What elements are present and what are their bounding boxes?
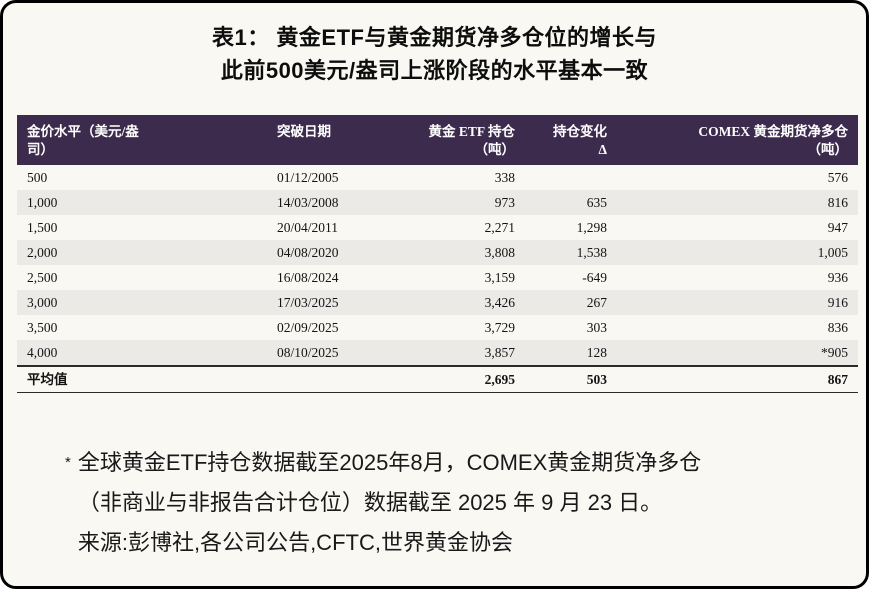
table-header-row: 金价水平（美元/盎 司） 突破日期 黄金 ETF 持仓 （吨） 持仓变化 Δ C… bbox=[17, 115, 858, 165]
cell-price-level: 2,000 bbox=[27, 245, 58, 260]
col-header-price-level-line1: 金价水平（美元/盎 bbox=[27, 124, 139, 139]
col-header-comex-net-long-line2: （吨） bbox=[807, 142, 849, 157]
col-header-delta: 持仓变化 Δ bbox=[525, 115, 617, 165]
cell-price-level: 4,000 bbox=[27, 345, 58, 360]
cell-average-delta: 503 bbox=[525, 365, 617, 393]
cell-etf-holdings: 3,857 bbox=[484, 345, 515, 360]
cell-comex-net-long: 816 bbox=[827, 195, 848, 210]
cell-etf-holdings: 2,271 bbox=[484, 220, 515, 235]
cell-price-level: 2,500 bbox=[27, 270, 58, 285]
cell-breakout-date: 20/04/2011 bbox=[277, 220, 339, 235]
cell-comex-net-long: 1,005 bbox=[817, 245, 848, 260]
table-row: 2,500 16/08/2024 3,159 -649 936 bbox=[17, 265, 858, 290]
cell-price-level: 3,500 bbox=[27, 320, 58, 335]
footnote-text: 全球黄金ETF持仓数据截至2025年8月，COMEX黄金期货净多仓 （非商业与非… bbox=[78, 443, 846, 563]
footnote-line2: （非商业与非报告合计仓位）数据截至 2025 年 9 月 23 日。 bbox=[77, 490, 663, 515]
cell-comex-net-long: *905 bbox=[821, 345, 848, 360]
cell-delta: -649 bbox=[582, 270, 607, 285]
cell-delta: 1,538 bbox=[576, 245, 607, 260]
cell-price-level: 500 bbox=[27, 170, 48, 185]
cell-price-level: 1,500 bbox=[27, 220, 58, 235]
cell-price-level: 3,000 bbox=[27, 295, 58, 310]
cell-average-comex: 867 bbox=[617, 365, 858, 393]
cell-etf-holdings: 3,729 bbox=[484, 320, 515, 335]
figure-title-line1: 表1： 黄金ETF与黄金期货净多仓位的增长与 bbox=[212, 25, 657, 50]
table-average-row: 平均值 2,695 503 867 bbox=[17, 365, 858, 393]
cell-delta bbox=[525, 165, 617, 190]
col-header-etf-holdings-line1: 黄金 ETF 持仓 bbox=[428, 124, 515, 139]
cell-breakout-date: 14/03/2008 bbox=[277, 195, 339, 210]
col-header-delta-line1: 持仓变化 bbox=[553, 124, 607, 139]
cell-comex-net-long: 836 bbox=[827, 320, 848, 335]
cell-etf-holdings: 3,808 bbox=[484, 245, 515, 260]
cell-delta: 635 bbox=[586, 195, 607, 210]
cell-comex-net-long: 576 bbox=[827, 170, 848, 185]
col-header-price-level-line2: 司） bbox=[27, 142, 54, 157]
cell-comex-net-long: 936 bbox=[827, 270, 848, 285]
table-row: 1,000 14/03/2008 973 635 816 bbox=[17, 190, 858, 215]
cell-breakout-date: 04/08/2020 bbox=[277, 245, 339, 260]
table-row: 500 01/12/2005 338 576 bbox=[17, 165, 858, 190]
cell-average-date bbox=[267, 365, 379, 393]
col-header-etf-holdings: 黄金 ETF 持仓 （吨） bbox=[379, 115, 525, 165]
footnote-line1: 全球黄金ETF持仓数据截至2025年8月，COMEX黄金期货净多仓 bbox=[77, 450, 702, 475]
cell-comex-net-long: 947 bbox=[827, 220, 848, 235]
cell-price-level: 1,000 bbox=[27, 195, 58, 210]
col-header-comex-net-long-line1: COMEX 黄金期货净多仓 bbox=[698, 124, 848, 139]
col-header-breakout-date-line1: 突破日期 bbox=[277, 124, 331, 139]
cell-breakout-date: 08/10/2025 bbox=[277, 345, 339, 360]
figure-title: 表1： 黄金ETF与黄金期货净多仓位的增长与 此前500美元/盎司上涨阶段的水平… bbox=[3, 21, 866, 87]
cell-comex-net-long: 916 bbox=[827, 295, 848, 310]
col-header-comex-net-long: COMEX 黄金期货净多仓 （吨） bbox=[617, 115, 858, 165]
figure-title-line2: 此前500美元/盎司上涨阶段的水平基本一致 bbox=[220, 58, 649, 83]
cell-etf-holdings: 338 bbox=[494, 170, 515, 185]
cell-breakout-date: 17/03/2025 bbox=[277, 295, 339, 310]
cell-breakout-date: 02/09/2025 bbox=[277, 320, 339, 335]
col-header-breakout-date: 突破日期 bbox=[267, 115, 379, 165]
footnote: * 全球黄金ETF持仓数据截至2025年8月，COMEX黄金期货净多仓 （非商业… bbox=[65, 443, 846, 563]
table-row: 3,500 02/09/2025 3,729 303 836 bbox=[17, 315, 858, 340]
col-header-delta-line2: Δ bbox=[598, 142, 607, 157]
col-header-price-level: 金价水平（美元/盎 司） bbox=[17, 115, 267, 165]
data-table: 金价水平（美元/盎 司） 突破日期 黄金 ETF 持仓 （吨） 持仓变化 Δ C… bbox=[17, 115, 858, 393]
cell-etf-holdings: 3,159 bbox=[484, 270, 515, 285]
footnote-source-line: 来源:彭博社,各公司公告,CFTC,世界黄金协会 bbox=[77, 530, 513, 555]
cell-average-label: 平均值 bbox=[17, 365, 267, 393]
cell-etf-holdings: 973 bbox=[494, 195, 515, 210]
col-header-etf-holdings-line2: （吨） bbox=[474, 142, 516, 157]
cell-etf-holdings: 3,426 bbox=[484, 295, 515, 310]
cell-average-etf: 2,695 bbox=[379, 365, 525, 393]
cell-delta: 267 bbox=[586, 295, 607, 310]
cell-delta: 303 bbox=[586, 320, 607, 335]
cell-breakout-date: 16/08/2024 bbox=[277, 270, 339, 285]
cell-breakout-date: 01/12/2005 bbox=[277, 170, 339, 185]
cell-delta: 128 bbox=[586, 345, 607, 360]
table-row: 4,000 08/10/2025 3,857 128 *905 bbox=[17, 340, 858, 366]
cell-delta: 1,298 bbox=[576, 220, 607, 235]
footnote-asterisk: * bbox=[65, 454, 71, 471]
table-row: 2,000 04/08/2020 3,808 1,538 1,005 bbox=[17, 240, 858, 265]
table-row: 3,000 17/03/2025 3,426 267 916 bbox=[17, 290, 858, 315]
table-row: 1,500 20/04/2011 2,271 1,298 947 bbox=[17, 215, 858, 240]
